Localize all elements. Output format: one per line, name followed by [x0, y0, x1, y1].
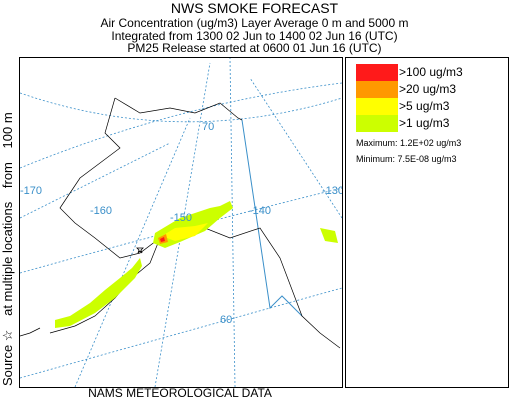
latitude-line-60: [20, 287, 342, 379]
height-text: 100 m: [0, 112, 15, 149]
source-text: Source ☆: [0, 329, 15, 386]
map-panel: 70 60 -170 -160 -150 -140 -130: [19, 57, 343, 388]
legend-item-1: >1 ug/m3: [356, 115, 496, 132]
legend-swatch-20: [356, 81, 398, 98]
legend-label-20: >20 ug/m3: [399, 82, 457, 96]
source-markers: [136, 247, 144, 254]
legend-item-20: >20 ug/m3: [356, 81, 496, 98]
plume-peak: [160, 237, 165, 242]
data-source-label: NAMS METEOROLOGICAL DATA: [88, 386, 272, 400]
lon-label-140: -140: [249, 205, 271, 217]
plume-tail-light: [55, 258, 142, 328]
border-line: [241, 119, 303, 317]
latitude-line-65: [20, 187, 342, 274]
forecast-title: NWS SMOKE FORECAST: [170, 0, 339, 16]
legend-swatch-1: [356, 115, 398, 132]
release-start: PM25 Release started at 0600 01 Jun 16 (…: [127, 41, 382, 55]
plume-east-light: [320, 228, 338, 243]
legend-item-5: >5 ug/m3: [356, 98, 496, 115]
lon-label-170: -170: [20, 185, 42, 197]
concentration-subtitle: Air Concentration (ug/m3) Layer Average …: [100, 16, 409, 30]
longitude-line-130: [249, 77, 342, 219]
legend-minimum: Minimum: 7.5E-08 ug/m3: [356, 154, 457, 164]
source-side-label: Source ☆ at multiple locations from 100 …: [0, 56, 18, 386]
legend-item-100: >100 ug/m3: [356, 64, 496, 81]
lat-label-60: 60: [220, 314, 232, 326]
legend-label-5: >5 ug/m3: [399, 99, 450, 113]
lon-label-160: -160: [90, 205, 112, 217]
lon-label-130: -130: [322, 185, 342, 197]
legend-swatch-5: [356, 98, 398, 115]
smoke-plume: [55, 201, 338, 328]
lon-label-150: -150: [170, 212, 192, 224]
latitude-line-70: [20, 82, 342, 169]
plume-main-medium: [162, 223, 208, 241]
lat-label-70: 70: [202, 121, 214, 133]
integration-period: Integrated from 1300 02 Jun to 1400 02 J…: [111, 29, 398, 43]
legend-swatch-100: [356, 64, 398, 81]
latitude-lines: [20, 82, 342, 379]
legend-panel: >100 ug/m3 >20 ug/m3 >5 ug/m3 >1 ug/m3 M…: [345, 57, 509, 388]
legend-label-1: >1 ug/m3: [399, 116, 450, 130]
locations-text: at multiple locations: [0, 201, 15, 316]
legend-label-100: >100 ug/m3: [399, 65, 463, 79]
smoke-map: 70 60 -170 -160 -150 -140 -130: [20, 58, 342, 387]
latitude-line-75: [20, 92, 342, 123]
from-text: from: [0, 162, 15, 189]
longitude-line-160: [74, 117, 191, 387]
source-marker-icon: [136, 247, 144, 254]
longitude-line-140: [229, 58, 236, 387]
legend-maximum: Maximum: 1.2E+02 ug/m3: [356, 138, 462, 148]
